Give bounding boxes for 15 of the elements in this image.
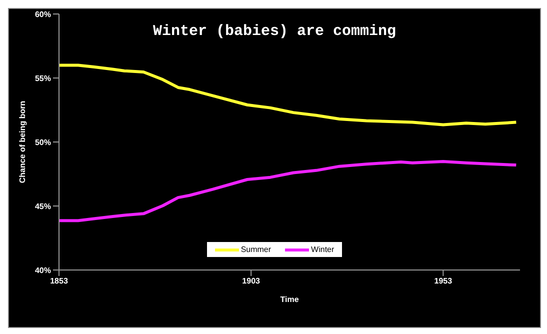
y-tick-label: 50% — [34, 138, 51, 147]
y-axis-title: Chance of being born — [18, 100, 27, 184]
legend-label: Winter — [310, 245, 334, 254]
y-tick-label: 55% — [34, 74, 51, 83]
x-axis-title: Time — [280, 295, 300, 304]
x-tick-label: 1903 — [242, 276, 261, 286]
line-series — [59, 64, 518, 126]
y-tick-label: 40% — [34, 266, 51, 275]
text: Winter (babies) are comming — [152, 23, 398, 40]
y-tick-label: 60% — [34, 10, 51, 19]
x-tick-label: 1953 — [434, 276, 453, 286]
x-tick-label: 1853 — [50, 276, 68, 286]
line-series — [59, 160, 518, 222]
legend-label: Summer — [240, 245, 272, 254]
y-tick-label: 45% — [34, 202, 51, 211]
